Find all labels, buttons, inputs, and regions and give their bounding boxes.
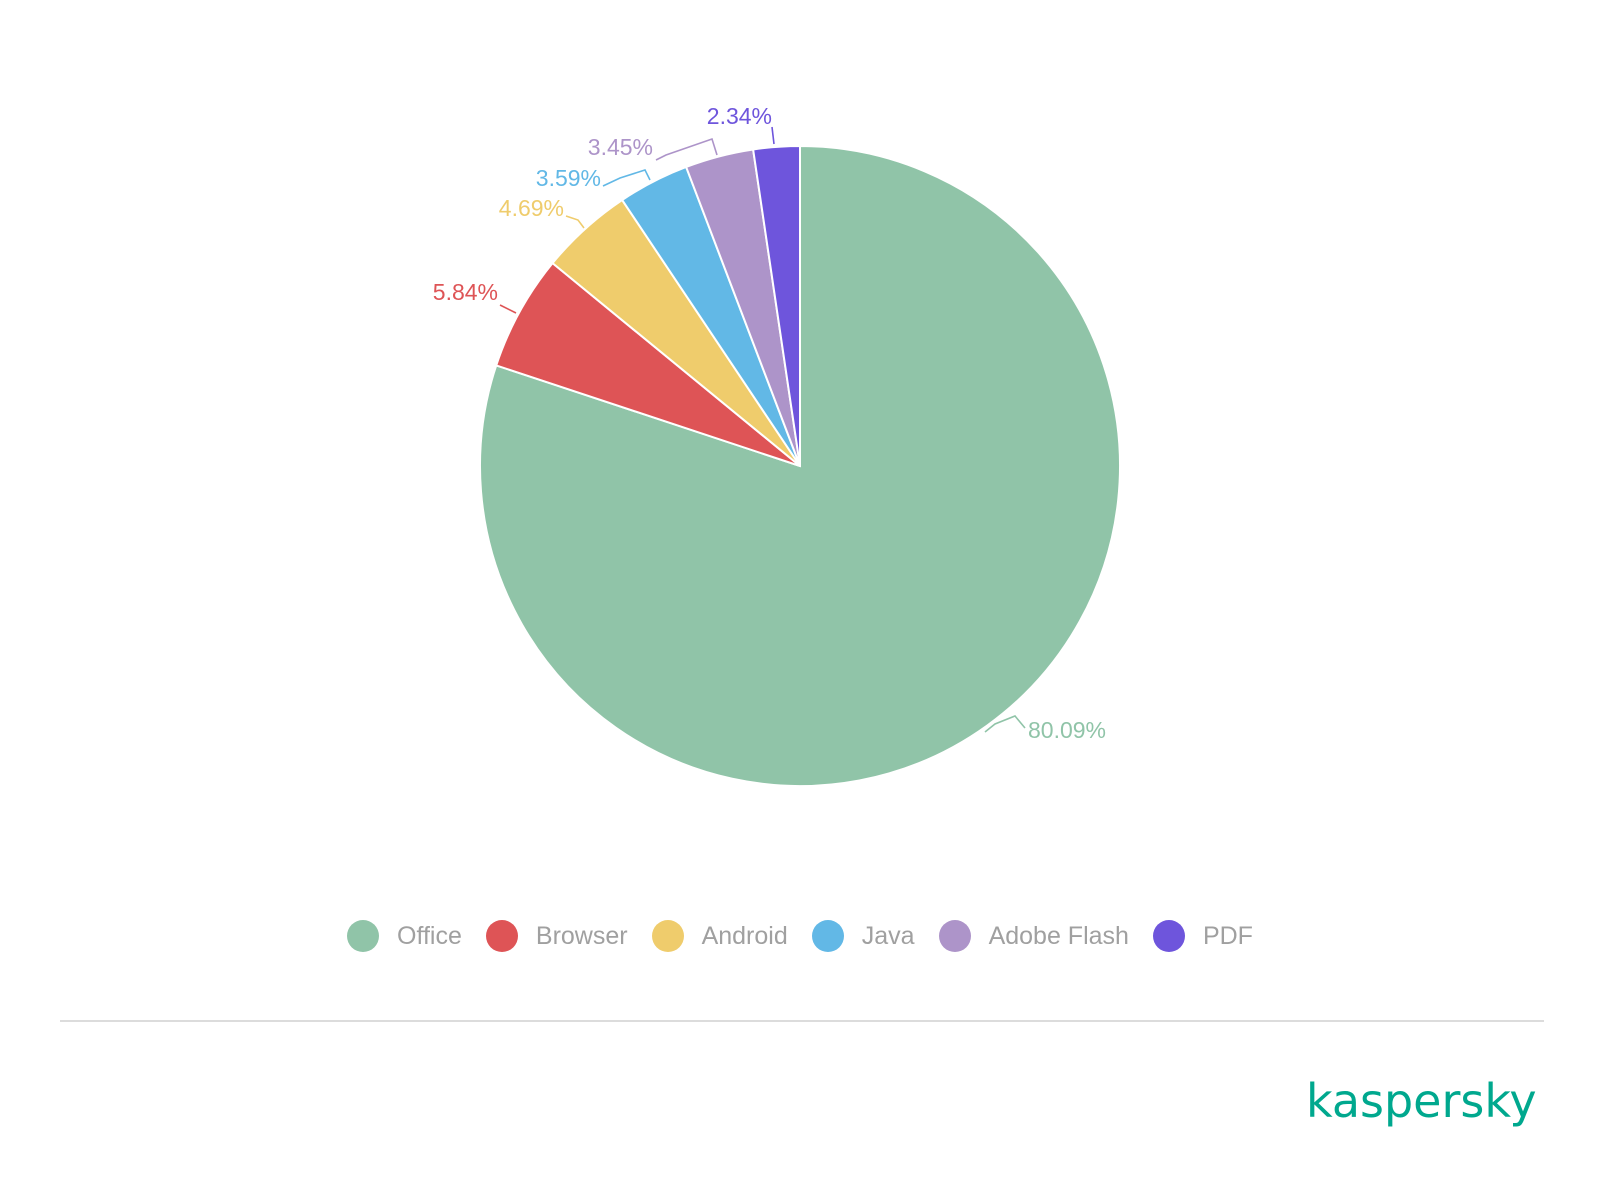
data-label-adobe-flash: 3.45% bbox=[588, 134, 653, 160]
data-label-browser: 5.84% bbox=[433, 279, 498, 305]
legend-swatch-pdf bbox=[1152, 920, 1185, 952]
data-label-android: 4.69% bbox=[499, 195, 564, 221]
legend-item-android: Android bbox=[651, 920, 788, 952]
pie-chart: 80.09% 5.84% 4.69% 3.59% 3.45% 2.34% bbox=[433, 103, 1121, 787]
pie-slice-pdf bbox=[751, 144, 801, 467]
legend-item-pdf: PDF bbox=[1152, 920, 1253, 952]
legend-swatch-java bbox=[811, 920, 844, 952]
legend-label-pdf: PDF bbox=[1202, 921, 1253, 950]
leader-line-java bbox=[602, 169, 651, 187]
legend-item-java: Java bbox=[811, 920, 915, 952]
leader-line-android bbox=[565, 215, 585, 229]
leader-line-office bbox=[984, 715, 1026, 733]
legend-swatch-office bbox=[347, 920, 380, 952]
legend-label-office: Office bbox=[397, 921, 462, 950]
leader-line-pdf bbox=[771, 126, 775, 145]
leader-line-browser bbox=[499, 304, 517, 314]
brand-logo-text: kaspersky bbox=[1306, 1074, 1537, 1128]
legend-label-adobe-flash: Adobe Flash bbox=[988, 921, 1129, 950]
legend-label-android: Android bbox=[701, 921, 788, 950]
data-label-java: 3.59% bbox=[536, 165, 601, 191]
legend-label-java: Java bbox=[861, 921, 915, 950]
data-label-office: 80.09% bbox=[1028, 717, 1106, 743]
legend-item-adobe-flash: Adobe Flash bbox=[938, 920, 1129, 952]
footer-divider bbox=[60, 1020, 1544, 1022]
legend-swatch-android bbox=[651, 920, 684, 952]
chart-legend: Office Browser Android Java Adobe Flash PDF bbox=[0, 918, 1600, 954]
legend-swatch-browser bbox=[485, 920, 518, 952]
legend-item-browser: Browser bbox=[485, 920, 628, 952]
data-label-pdf: 2.34% bbox=[707, 103, 772, 129]
kaspersky-logo: kaspersky bbox=[1306, 1074, 1537, 1134]
legend-item-office: Office bbox=[347, 920, 462, 952]
legend-swatch-adobe-flash bbox=[938, 920, 971, 952]
legend-label-browser: Browser bbox=[535, 921, 628, 950]
leader-line-adobe-flash bbox=[655, 137, 718, 161]
